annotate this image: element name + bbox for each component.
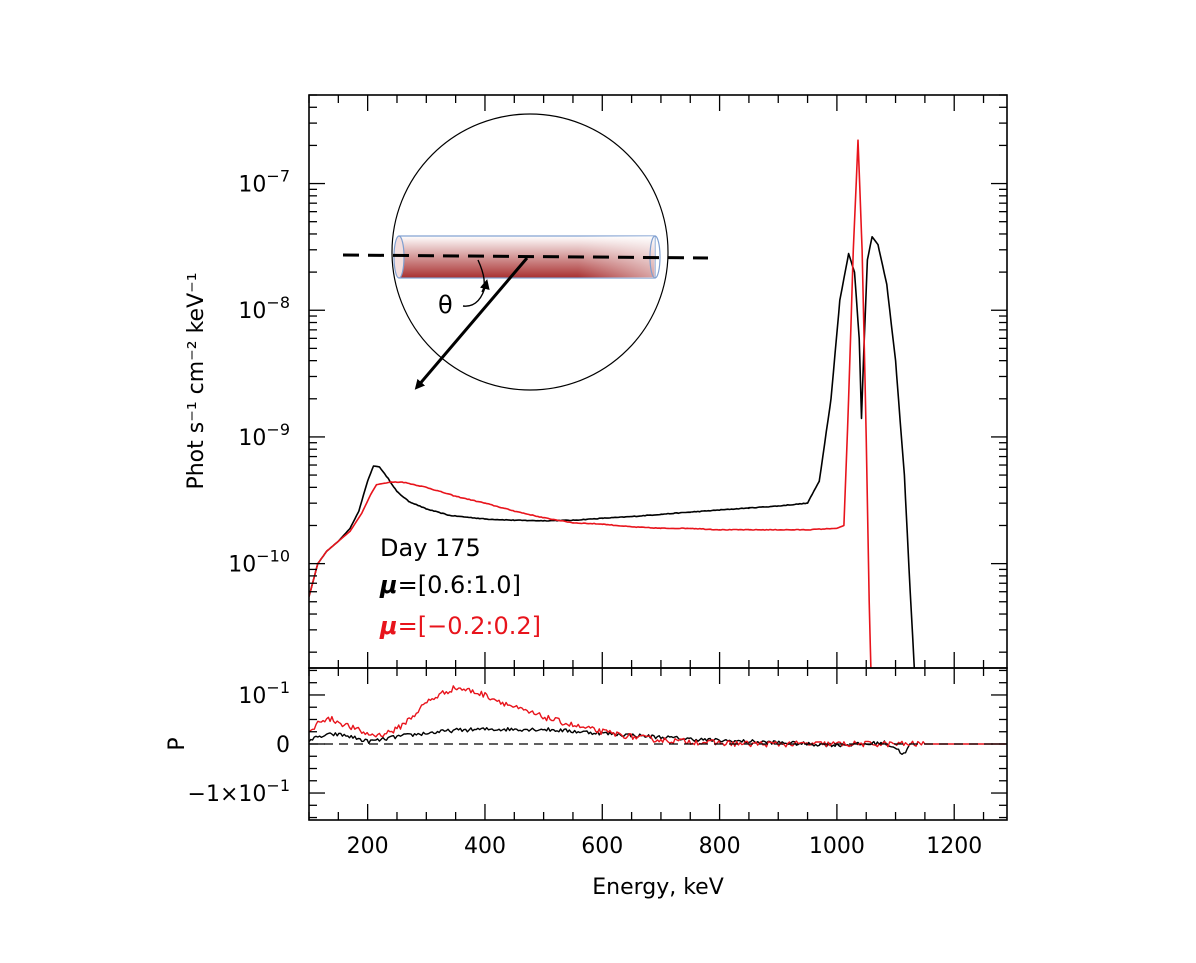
top-y-axis-title: Phot s⁻¹ cm⁻² keV⁻¹ bbox=[184, 272, 209, 489]
inset-angle-label: θ bbox=[438, 291, 453, 319]
legend-mu-symbol: μ bbox=[379, 571, 398, 599]
x-tick-label-1000: 1000 bbox=[809, 834, 865, 859]
bottom-y-tick-label-0: 10−1 bbox=[238, 678, 290, 709]
x-axis-title: Energy, keV bbox=[592, 875, 724, 900]
x-tick-label-600: 600 bbox=[581, 834, 623, 859]
x-tick-label-800: 800 bbox=[699, 834, 741, 859]
legend-entry-black: μ=[0.6:1.0] bbox=[379, 571, 521, 599]
inset-axis-dashed-line bbox=[342, 253, 709, 260]
axis-ticks bbox=[308, 94, 1007, 820]
bottom-panel-series bbox=[309, 685, 1006, 755]
legend-range-label: =[−0.2:0.2] bbox=[398, 612, 541, 640]
top-series-line-1 bbox=[309, 139, 872, 668]
inset-angle-pointer bbox=[462, 279, 490, 307]
geometry-inset: θ bbox=[342, 113, 709, 391]
bottom-y-axis-title: P bbox=[165, 737, 190, 750]
top-y-tick-label-1: 10−8 bbox=[238, 293, 290, 324]
top-y-tick-label-3: 10−10 bbox=[228, 547, 290, 578]
tick-labels: 200 400 600 800 1000 120010−710−810−910−1010−… bbox=[188, 167, 983, 859]
x-tick-label-1200: 1200 bbox=[926, 834, 982, 859]
legend-entry-red: μ=[−0.2:0.2] bbox=[379, 612, 541, 640]
legend-mu-symbol: μ bbox=[379, 612, 398, 640]
inset-direction-arrow bbox=[414, 257, 529, 390]
x-tick-label-400: 400 bbox=[464, 834, 506, 859]
top-y-tick-label-0: 10−7 bbox=[238, 167, 290, 198]
inset-angle-arc bbox=[477, 259, 485, 293]
top-y-tick-label-2: 10−9 bbox=[238, 420, 290, 451]
x-tick-label-200: 200 bbox=[347, 834, 389, 859]
top-panel-series bbox=[309, 139, 916, 668]
inset-jet-end-left bbox=[393, 235, 405, 279]
legend: Day 175 μ=[0.6:1.0] μ=[−0.2:0.2] bbox=[379, 534, 541, 640]
bottom-y-tick-label-2: −1×10−1 bbox=[188, 776, 290, 807]
legend-title: Day 175 bbox=[380, 534, 481, 562]
top-series-line-0 bbox=[309, 236, 916, 668]
legend-range-label: =[0.6:1.0] bbox=[398, 571, 521, 599]
bottom-series-line-0 bbox=[309, 727, 910, 755]
bottom-y-tick-label-1: 0 bbox=[276, 733, 290, 758]
bottom-series-line-1 bbox=[309, 685, 1006, 748]
